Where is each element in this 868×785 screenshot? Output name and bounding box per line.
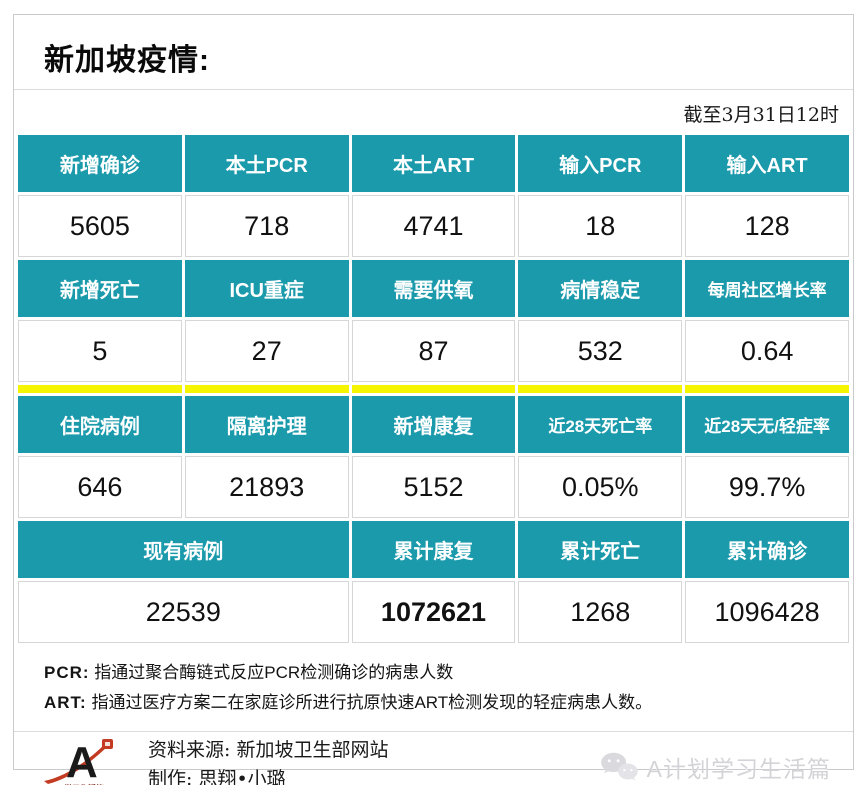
covid-stats-table: 新增确诊 本土PCR 本土ART 输入PCR 输入ART 5605 718 47… (18, 135, 849, 643)
value-cell-active-cases: 22539 (18, 581, 349, 643)
header-cell-local-pcr: 本土PCR (184, 135, 349, 192)
yellow-divider-cell (18, 385, 182, 393)
value-cell-new-deaths: 5 (18, 320, 182, 382)
header-label: 近28天死亡率 (548, 417, 653, 436)
title-row: 新加坡疫情: (14, 15, 853, 89)
header-label: 新增确诊 (59, 155, 140, 177)
header-label: ICU重症 (229, 280, 304, 302)
value-cell-stable: 532 (518, 320, 683, 382)
header-cell-imported-art: 输入ART (685, 135, 849, 192)
note-art-text: 指通过医疗方案二在家庭诊所进行抗原快速ART检测发现的轻症病患人数。 (91, 693, 653, 712)
logo-caption: 学习生活篇 (64, 783, 104, 785)
header-label: 本土PCR (225, 155, 308, 177)
yellow-divider-cell (351, 385, 516, 393)
value-cell-total-deaths: 1268 (518, 581, 683, 643)
header-cell-total-deaths: 累计死亡 (518, 521, 683, 578)
header-label: 本土ART (392, 155, 475, 177)
logo-letter-a: A (66, 738, 98, 785)
header-cell-weekly-growth: 每周社区增长率 (685, 260, 849, 317)
value-cell-local-art: 4741 (351, 195, 516, 257)
watermark-text: A计划学习生活篇 (646, 756, 831, 782)
header-label: 需要供氧 (393, 280, 474, 302)
yellow-divider-cell (518, 385, 683, 393)
footnotes: PCR: 指通过聚合酶链式反应PCR检测确诊的病患人数 ART: 指通过医疗方案… (14, 643, 853, 718)
header-label: 输入ART (726, 155, 808, 177)
footer: A 学习生活篇 资料来源: 新加坡卫生部网站 制作: 思翔•小璐 A计划学习 (14, 732, 853, 785)
header-cell-hospitalized: 住院病例 (18, 396, 182, 453)
footer-divider (14, 731, 853, 732)
note-art: ART: 指通过医疗方案二在家庭诊所进行抗原快速ART检测发现的轻症病患人数。 (44, 688, 853, 718)
value-cell-28d-death-rate: 0.05% (518, 456, 683, 518)
value-cell-icu: 27 (184, 320, 349, 382)
producer-line: 制作: 思翔•小璐 (148, 767, 286, 785)
note-pcr: PCR: 指通过聚合酶链式反应PCR检测确诊的病患人数 (44, 658, 853, 688)
header-cell-new-cases: 新增确诊 (18, 135, 182, 192)
header-label: 住院病例 (59, 416, 140, 438)
stats-card: 新加坡疫情: 截至3月31日12时 新增确诊 本土PCR 本土ART 输入PCR… (13, 14, 854, 785)
title-divider (14, 89, 853, 90)
header-label: 累计康复 (393, 541, 474, 563)
header-cell-active-cases: 现有病例 (18, 521, 349, 578)
value-cell-oxygen: 87 (351, 320, 516, 382)
header-label: 现有病例 (143, 541, 224, 563)
note-pcr-label: PCR: (44, 663, 90, 682)
credits: 资料来源: 新加坡卫生部网站 制作: 思翔•小璐 (148, 736, 388, 785)
plan-a-logo: A 学习生活篇 (44, 738, 113, 785)
value-cell-local-pcr: 718 (184, 195, 349, 257)
logo-swoosh (44, 742, 108, 784)
header-cell-28d-mild-rate: 近28天无/轻症率 (685, 396, 849, 453)
value-cell-new-cases: 5605 (18, 195, 182, 257)
header-label: 累计确诊 (727, 541, 808, 563)
header-cell-imported-pcr: 输入PCR (518, 135, 683, 192)
value-cell-new-recovered: 5152 (351, 456, 516, 518)
note-pcr-text: 指通过聚合酶链式反应PCR检测确诊的病患人数 (94, 663, 454, 682)
header-cell-stable: 病情稳定 (518, 260, 683, 317)
header-cell-oxygen: 需要供氧 (351, 260, 516, 317)
header-cell-total-recovered: 累计康复 (351, 521, 516, 578)
header-label: 每周社区增长率 (707, 281, 827, 300)
source-line: 资料来源: 新加坡卫生部网站 (148, 738, 389, 761)
header-label: 病情稳定 (560, 280, 641, 302)
header-label: 新增死亡 (59, 280, 140, 302)
note-art-label: ART: (44, 693, 87, 712)
watermark: A计划学习生活篇 (599, 750, 831, 784)
as-of-date: 截至3月31日12时 (683, 104, 839, 126)
asof-row: 截至3月31日12时 (14, 90, 853, 135)
page-title: 新加坡疫情: (44, 44, 210, 77)
header-label: 近28天无/轻症率 (704, 417, 830, 436)
header-label: 隔离护理 (226, 416, 307, 438)
value-cell-total-recovered: 1072621 (351, 581, 516, 643)
value-cell-weekly-growth: 0.64 (685, 320, 849, 382)
value-cell-isolation: 21893 (184, 456, 349, 518)
yellow-divider-cell (685, 385, 849, 393)
header-label: 累计死亡 (560, 541, 641, 563)
header-label: 输入PCR (559, 155, 642, 177)
wechat-icon (600, 752, 638, 781)
value-cell-imported-pcr: 18 (518, 195, 683, 257)
header-label: 新增康复 (393, 416, 474, 438)
value-cell-total-cases: 1096428 (685, 581, 849, 643)
header-cell-28d-death-rate: 近28天死亡率 (518, 396, 683, 453)
value-cell-hospitalized: 646 (18, 456, 182, 518)
header-cell-isolation: 隔离护理 (184, 396, 349, 453)
header-cell-icu: ICU重症 (184, 260, 349, 317)
yellow-divider-cell (184, 385, 349, 393)
header-cell-new-recovered: 新增康复 (351, 396, 516, 453)
header-cell-local-art: 本土ART (351, 135, 516, 192)
value-cell-imported-art: 128 (685, 195, 849, 257)
header-cell-new-deaths: 新增死亡 (18, 260, 182, 317)
header-cell-total-cases: 累计确诊 (685, 521, 849, 578)
value-cell-28d-mild-rate: 99.7% (685, 456, 849, 518)
